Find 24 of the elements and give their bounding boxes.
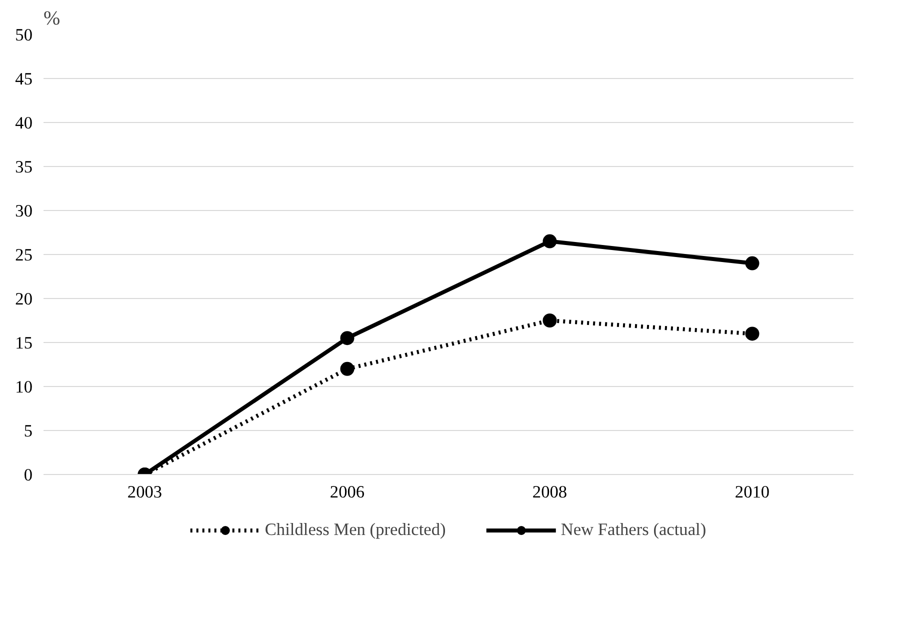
y-tick-label: 5 bbox=[24, 422, 33, 440]
x-tick-label: 2010 bbox=[734, 482, 770, 502]
y-tick-label: 30 bbox=[15, 202, 32, 220]
legend-label: New Fathers (actual) bbox=[560, 520, 706, 540]
y-tick-label: 25 bbox=[15, 246, 32, 264]
x-tick-label: 2003 bbox=[127, 482, 162, 502]
y-tick-label: 45 bbox=[15, 70, 32, 88]
point bbox=[542, 314, 557, 328]
point bbox=[745, 256, 760, 270]
point bbox=[340, 331, 354, 346]
point bbox=[340, 362, 354, 376]
x-tick-label: 2006 bbox=[330, 482, 365, 502]
y-tick-label: 20 bbox=[15, 290, 32, 308]
y-tick-label: 35 bbox=[15, 158, 32, 176]
y-tick-label: 50 bbox=[15, 26, 32, 44]
x-tick-label: 2008 bbox=[532, 482, 568, 502]
y-tick-label: 0 bbox=[24, 466, 33, 484]
y-tick-label: 10 bbox=[15, 378, 32, 396]
point bbox=[745, 326, 760, 341]
point bbox=[542, 234, 557, 248]
y-tick-label: 40 bbox=[15, 114, 32, 132]
y-axis-title: % bbox=[44, 8, 60, 30]
y-tick-label: 15 bbox=[15, 334, 32, 352]
legend-label: Childless Men (predicted) bbox=[264, 520, 446, 540]
